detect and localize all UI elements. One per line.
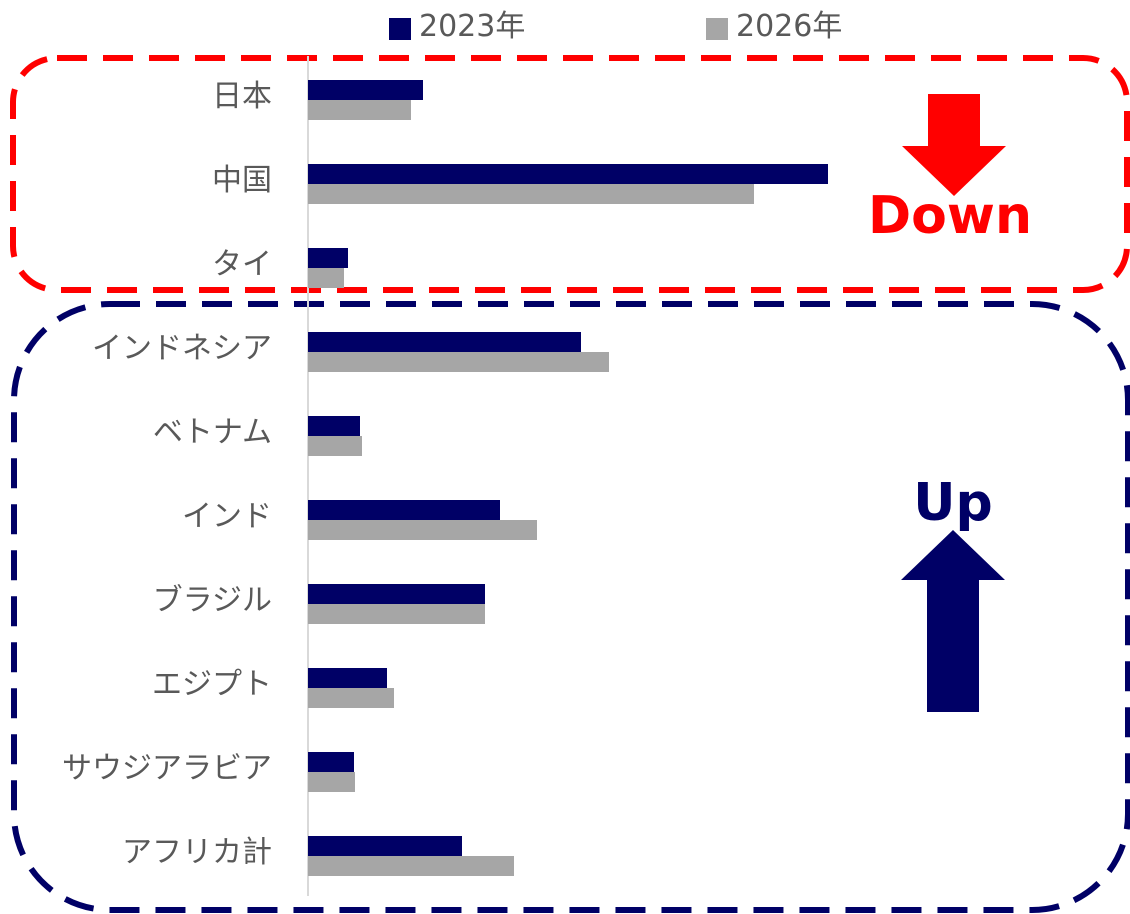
bar-2026-5: [308, 520, 537, 540]
category-label-brazil: ブラジル: [153, 583, 272, 618]
up-label: Up: [913, 473, 992, 533]
bar-2026-7: [308, 688, 394, 708]
bar-2023-2: [308, 248, 348, 268]
bar-2023-1: [308, 164, 828, 184]
up-arrow-icon: [901, 530, 1005, 712]
category-label-japan: 日本: [212, 79, 272, 114]
down-label: Down: [868, 186, 1032, 246]
category-label-indonesia: インドネシア: [92, 331, 272, 366]
bar-2023-8: [308, 752, 354, 772]
bar-2023-5: [308, 500, 500, 520]
bar-2026-4: [308, 436, 362, 456]
bar-2026-1: [308, 184, 754, 204]
category-labels: 日本 中国 タイ インドネシア ベトナム インド ブラジル エジプト サウジアラ…: [62, 79, 272, 870]
bar-2026-2: [308, 268, 344, 288]
category-label-africa-total: アフリカ計: [122, 835, 272, 870]
up-group-box: [11, 301, 1130, 913]
category-label-thailand: タイ: [212, 247, 272, 282]
down-group-box: [10, 55, 1130, 293]
legend-label-2023: 2023年: [419, 9, 525, 44]
bars: [308, 80, 828, 876]
category-label-vietnam: ベトナム: [153, 415, 272, 450]
bar-2026-6: [308, 604, 485, 624]
category-label-china: 中国: [212, 163, 272, 198]
legend-swatch-2026: [706, 18, 728, 40]
bar-2023-6: [308, 584, 485, 604]
bar-2023-9: [308, 836, 462, 856]
bar-2023-3: [308, 332, 581, 352]
bar-2026-9: [308, 856, 514, 876]
legend-swatch-2023: [389, 18, 411, 40]
category-label-india: インド: [182, 499, 272, 534]
legend: 2023年 2026年: [389, 9, 842, 44]
bar-2023-0: [308, 80, 423, 100]
bar-2023-4: [308, 416, 360, 436]
category-label-saudi-arabia: サウジアラビア: [62, 751, 272, 786]
legend-label-2026: 2026年: [736, 9, 842, 44]
down-arrow-icon: [902, 94, 1006, 196]
bar-2026-8: [308, 772, 355, 792]
category-label-egypt: エジプト: [152, 667, 272, 702]
bar-2026-3: [308, 352, 609, 372]
bar-2026-0: [308, 100, 411, 120]
bar-2023-7: [308, 668, 387, 688]
